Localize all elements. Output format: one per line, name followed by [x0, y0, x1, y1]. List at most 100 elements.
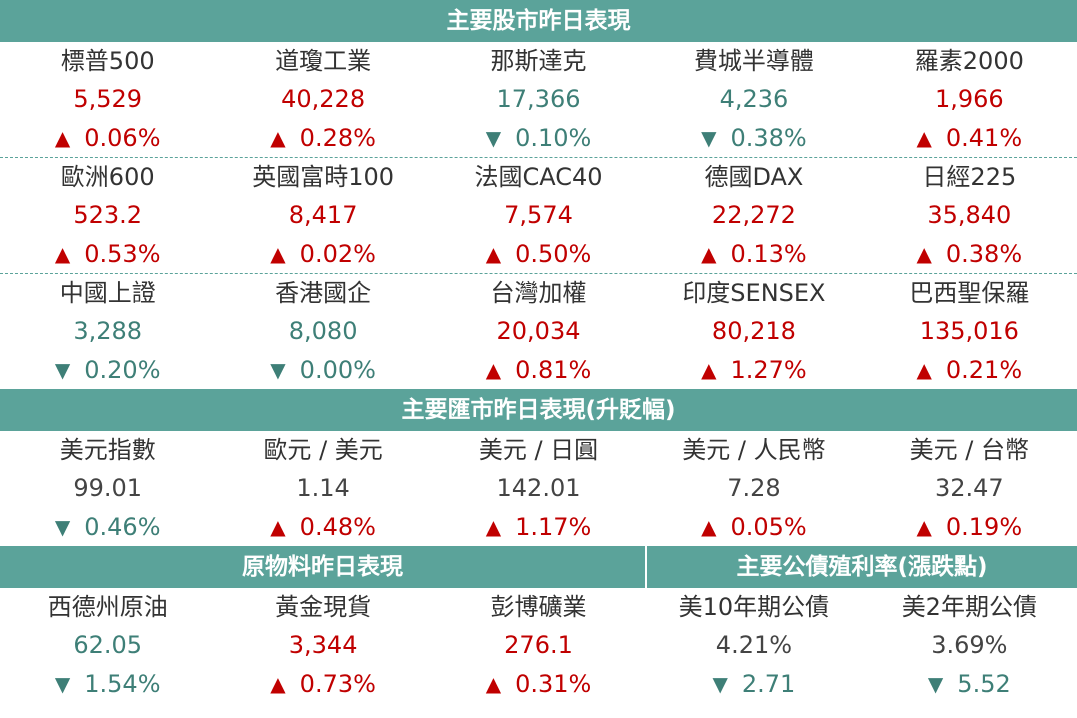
- stock-change: ▲ 0.50%: [431, 235, 646, 273]
- stock-value: 8,417: [288, 201, 358, 229]
- stock-cell: 台灣加權 20,034 ▲ 0.81%: [431, 274, 646, 389]
- bond-value: 4.21%: [715, 631, 793, 659]
- stock-change: ▲ 0.21%: [862, 351, 1077, 389]
- stock-value: 17,366: [496, 85, 581, 113]
- up-arrow-icon: ▲: [54, 126, 71, 150]
- stock-name: 歐洲600: [60, 163, 155, 191]
- fx-value: 7.28: [727, 474, 781, 502]
- stock-change: ▲ 0.28%: [215, 119, 430, 157]
- stock-name: 台灣加權: [490, 279, 587, 307]
- stock-value: 3,288: [73, 317, 143, 345]
- stock-cell: 中國上證 3,288 ▼ 0.20%: [0, 274, 215, 389]
- up-arrow-icon: ▲: [270, 242, 286, 266]
- down-arrow-icon: ▼: [712, 672, 728, 696]
- stock-cell: 費城半導體 4,236 ▼ 0.38%: [646, 42, 861, 157]
- commodity-value: 276.1: [504, 631, 573, 659]
- stock-cell: 道瓊工業 40,228 ▲ 0.28%: [215, 42, 430, 157]
- fx-cell: 美元 / 台幣 32.47 ▲ 0.19%: [862, 431, 1077, 546]
- commodity-name: 西德州原油: [47, 593, 168, 621]
- stock-change: ▲ 0.02%: [215, 235, 430, 273]
- fx-cell: 美元 / 人民幣 7.28 ▲ 0.05%: [646, 431, 861, 546]
- down-arrow-icon: ▼: [270, 358, 286, 382]
- stock-change: ▲ 1.27%: [646, 351, 861, 389]
- commodity-change: ▼ 1.54%: [0, 665, 215, 703]
- stock-name: 德國DAX: [704, 163, 804, 191]
- up-arrow-icon: ▲: [916, 126, 932, 150]
- up-arrow-icon: ▲: [54, 242, 71, 266]
- stock-cell: 巴西聖保羅 135,016 ▲ 0.21%: [862, 274, 1077, 389]
- fx-name: 美元 / 台幣: [909, 436, 1029, 464]
- commodity-cell: 西德州原油 62.05 ▼ 1.54%: [0, 588, 215, 703]
- stock-change: ▲ 0.81%: [431, 351, 646, 389]
- stock-change: ▲ 0.41%: [862, 119, 1077, 157]
- stock-value: 20,034: [496, 317, 581, 345]
- up-arrow-icon: ▲: [270, 126, 286, 150]
- fx-header: 主要匯市昨日表現(升貶幅): [0, 389, 1077, 431]
- stock-cell: 日經225 35,840 ▲ 0.38%: [862, 158, 1077, 273]
- up-arrow-icon: ▲: [916, 358, 932, 382]
- stock-name: 中國上證: [59, 279, 156, 307]
- fx-row: 美元指數 99.01 ▼ 0.46% 歐元 / 美元 1.14 ▲ 0.48% 美元…: [0, 431, 1077, 546]
- stock-change: ▲ 0.53%: [0, 235, 215, 273]
- stock-change: ▼ 0.00%: [215, 351, 430, 389]
- up-arrow-icon: ▲: [270, 672, 286, 696]
- bond-name: 美10年期公債: [678, 593, 830, 621]
- fx-value: 1.14: [296, 474, 350, 502]
- commodity-change: ▲ 0.73%: [215, 665, 430, 703]
- commodities-header: 原物料昨日表現: [0, 546, 645, 588]
- bond-cell: 美10年期公債 4.21% ▼ 2.71: [646, 588, 861, 703]
- fx-value: 142.01: [496, 474, 581, 502]
- stock-cell: 歐洲600 523.2 ▲ 0.53%: [0, 158, 215, 273]
- fx-value: 99.01: [73, 474, 143, 502]
- commodity-name: 彭博礦業: [490, 593, 587, 621]
- stock-name: 巴西聖保羅: [909, 279, 1030, 307]
- stock-change: ▲ 0.06%: [0, 119, 215, 157]
- stocks-header: 主要股市昨日表現: [0, 0, 1077, 42]
- stock-cell: 羅素2000 1,966 ▲ 0.41%: [862, 42, 1077, 157]
- split-header: 原物料昨日表現 主要公債殖利率(漲跌點): [0, 546, 1077, 588]
- stock-name: 印度SENSEX: [682, 279, 826, 307]
- stock-value: 35,840: [927, 201, 1012, 229]
- stock-name: 香港國企: [275, 279, 372, 307]
- bond-name: 美2年期公債: [901, 593, 1037, 621]
- commodity-cell: 黃金現貨 3,344 ▲ 0.73%: [215, 588, 430, 703]
- stock-name: 費城半導體: [693, 47, 814, 75]
- bonds-header: 主要公債殖利率(漲跌點): [645, 546, 1077, 588]
- fx-name: 美元指數: [59, 436, 156, 464]
- commodity-value: 3,344: [288, 631, 358, 659]
- fx-change: ▲ 0.48%: [215, 508, 430, 546]
- stock-cell: 法國CAC40 7,574 ▲ 0.50%: [431, 158, 646, 273]
- stock-value: 523.2: [73, 201, 143, 229]
- up-arrow-icon: ▲: [701, 358, 717, 382]
- fx-cell: 歐元 / 美元 1.14 ▲ 0.48%: [215, 431, 430, 546]
- fx-change: ▲ 0.19%: [862, 508, 1077, 546]
- commodities-bonds-row: 西德州原油 62.05 ▼ 1.54% 黃金現貨 3,344 ▲ 0.73% 彭博礦…: [0, 588, 1077, 703]
- down-arrow-icon: ▼: [54, 515, 71, 539]
- stocks-row-2: 歐洲600 523.2 ▲ 0.53% 英國富時100 8,417 ▲ 0.02% …: [0, 158, 1077, 274]
- stock-name: 法國CAC40: [474, 163, 603, 191]
- stock-change: ▲ 0.38%: [862, 235, 1077, 273]
- fx-name: 美元 / 人民幣: [682, 436, 826, 464]
- stock-cell: 英國富時100 8,417 ▲ 0.02%: [215, 158, 430, 273]
- stock-value: 1,966: [934, 85, 1004, 113]
- commodity-change: ▲ 0.31%: [431, 665, 646, 703]
- stock-value: 40,228: [281, 85, 366, 113]
- stock-value: 7,574: [504, 201, 573, 229]
- bond-value: 3.69%: [931, 631, 1008, 659]
- stock-cell: 德國DAX 22,272 ▲ 0.13%: [646, 158, 861, 273]
- up-arrow-icon: ▲: [270, 515, 286, 539]
- down-arrow-icon: ▼: [927, 672, 944, 696]
- up-arrow-icon: ▲: [916, 515, 932, 539]
- stock-change: ▼ 0.10%: [431, 119, 646, 157]
- stocks-row-3: 中國上證 3,288 ▼ 0.20% 香港國企 8,080 ▼ 0.00% 台灣加權…: [0, 274, 1077, 389]
- fx-value: 32.47: [934, 474, 1004, 502]
- commodity-cell: 彭博礦業 276.1 ▲ 0.31%: [431, 588, 646, 703]
- up-arrow-icon: ▲: [916, 242, 932, 266]
- fx-change: ▼ 0.46%: [0, 508, 215, 546]
- fx-cell: 美元指數 99.01 ▼ 0.46%: [0, 431, 215, 546]
- fx-change: ▲ 1.17%: [431, 508, 646, 546]
- fx-name: 歐元 / 美元: [263, 436, 383, 464]
- fx-change: ▲ 0.05%: [646, 508, 861, 546]
- stock-name: 那斯達克: [490, 47, 587, 75]
- fx-cell: 美元 / 日圓 142.01 ▲ 1.17%: [431, 431, 646, 546]
